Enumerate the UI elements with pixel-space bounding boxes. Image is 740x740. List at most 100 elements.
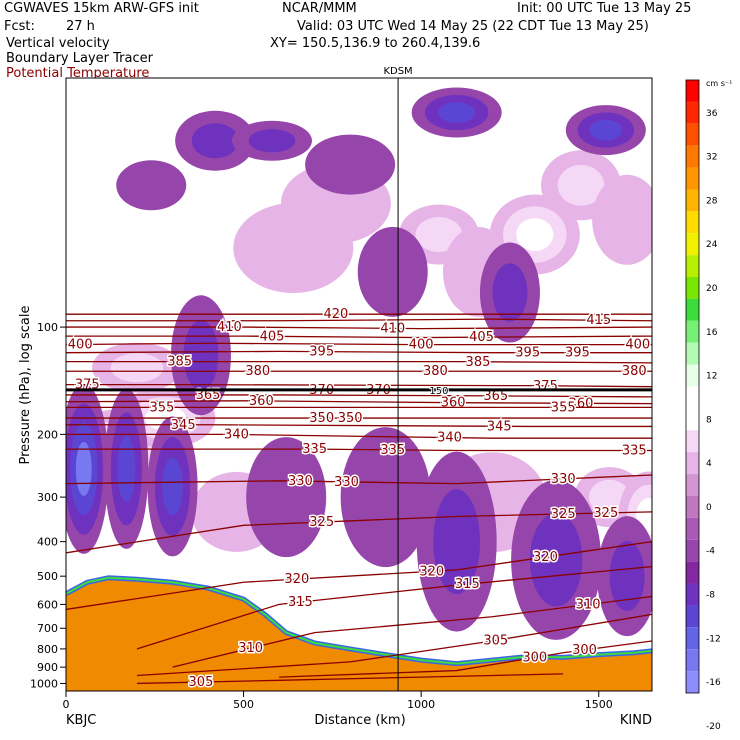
colorbar-tick-label: 4 bbox=[706, 459, 712, 469]
colorbar-tick-label: 16 bbox=[706, 328, 718, 338]
w-blob-16 bbox=[162, 457, 183, 516]
theta-contour-410 bbox=[66, 326, 652, 330]
colorbar-tick-label: -8 bbox=[706, 590, 715, 600]
colorbar-segment bbox=[686, 452, 699, 475]
colorbar-tick-label: 24 bbox=[706, 240, 718, 250]
colorbar-tick-label: -20 bbox=[706, 722, 721, 732]
theta-label-305: 305 bbox=[189, 675, 214, 690]
w-blob-2 bbox=[110, 353, 164, 383]
colorbar: 36 32 28 24 20 16 12 8 4 0 -4 -8 -12 -16 -20 cm s⁻¹ bbox=[685, 79, 732, 732]
header-valid: Valid: 03 UTC Wed 14 May 25 (22 CDT Tue … bbox=[297, 19, 649, 34]
colorbar-tick-label: 36 bbox=[706, 109, 718, 119]
w-blob-19 bbox=[248, 129, 296, 153]
theta-contour-365 bbox=[66, 394, 652, 398]
y-tick-label: 1000 bbox=[30, 677, 58, 690]
theta-label-375: 375 bbox=[533, 379, 558, 394]
colorbar-segment bbox=[686, 495, 699, 518]
colorbar-segment bbox=[686, 539, 699, 562]
theta-label-350: 350 bbox=[309, 411, 334, 426]
x-tick-label: 1000 bbox=[407, 698, 435, 711]
theta-label-385: 385 bbox=[466, 355, 491, 370]
colorbar-segment bbox=[686, 430, 699, 453]
station-marker-label: KDSM bbox=[383, 66, 412, 77]
theta-label-315: 315 bbox=[455, 577, 480, 592]
header-field2: Boundary Layer Tracer bbox=[6, 51, 153, 66]
theta-label-385: 385 bbox=[167, 355, 192, 370]
w-blob-30 bbox=[609, 541, 645, 612]
theta-label-350: 350 bbox=[338, 411, 363, 426]
w-blob-9 bbox=[592, 174, 652, 265]
colorbar-segment bbox=[686, 211, 699, 234]
colorbar-segment bbox=[686, 583, 699, 606]
y-tick-label: 400 bbox=[37, 536, 58, 549]
theta-contour-360 bbox=[66, 400, 652, 405]
right-station-label: KIND bbox=[620, 713, 652, 728]
colorbar-tick-label: -4 bbox=[706, 547, 715, 557]
y-tick-label: 500 bbox=[37, 570, 58, 583]
theta-label-320: 320 bbox=[284, 572, 309, 587]
colorbar-segment bbox=[686, 517, 699, 540]
theta-label-395: 395 bbox=[565, 346, 590, 361]
colorbar-tick-label: 20 bbox=[706, 284, 718, 294]
colorbar-frame bbox=[685, 79, 700, 694]
theta-label-305: 305 bbox=[483, 633, 508, 648]
colorbar-unit: cm s⁻¹ bbox=[706, 79, 732, 88]
boundary-layer-edge bbox=[66, 576, 652, 665]
theta-label-405: 405 bbox=[260, 329, 285, 344]
w-blob-26 bbox=[529, 513, 583, 607]
w-blob-8 bbox=[557, 164, 605, 206]
theta-label-345: 345 bbox=[171, 418, 196, 433]
theta-label-330: 330 bbox=[288, 474, 313, 489]
y-tick-label: 200 bbox=[37, 428, 58, 441]
theta-label-405: 405 bbox=[469, 330, 494, 345]
theta-label-320: 320 bbox=[533, 550, 558, 565]
w-blob-25 bbox=[492, 263, 528, 322]
theta-label-355: 355 bbox=[551, 400, 576, 415]
y-tick-label: 900 bbox=[37, 661, 58, 674]
potential-temperature-contours: 420 415 410 410 405 405 400 400 400 395 395 395 385 3… bbox=[66, 306, 652, 691]
colorbar-segment bbox=[686, 386, 699, 409]
theta-label-395: 395 bbox=[515, 346, 540, 361]
theta-contour-395 bbox=[66, 350, 652, 354]
colorbar-segment bbox=[686, 233, 699, 256]
theta-label-335: 335 bbox=[622, 444, 647, 459]
header-org: NCAR/MMM bbox=[282, 1, 357, 16]
theta-label-325: 325 bbox=[593, 506, 618, 521]
theta-contour-335 bbox=[66, 448, 652, 452]
theta-label-310: 310 bbox=[238, 641, 263, 656]
theta-label-380: 380 bbox=[245, 364, 270, 379]
theta-label-415: 415 bbox=[586, 313, 611, 328]
w-blob-17 bbox=[183, 320, 219, 391]
tropopause-label: 150 bbox=[429, 386, 448, 397]
vertical-velocity-shading bbox=[66, 87, 652, 640]
theta-label-355: 355 bbox=[149, 400, 174, 415]
colorbar-segment bbox=[686, 167, 699, 190]
theta-contour-325 bbox=[66, 511, 652, 554]
colorbar-tick-label: 28 bbox=[706, 196, 718, 206]
theta-label-395: 395 bbox=[309, 345, 334, 360]
theta-label-340: 340 bbox=[224, 428, 249, 443]
theta-label-360: 360 bbox=[441, 396, 466, 411]
w-blob-7 bbox=[516, 218, 554, 252]
colorbar-tick-label: 8 bbox=[706, 415, 712, 425]
theta-label-345: 345 bbox=[487, 419, 512, 434]
theta-contour-345 bbox=[66, 424, 652, 428]
colorbar-tick-label: 32 bbox=[706, 153, 717, 163]
theta-contour-320 bbox=[66, 540, 652, 611]
theta-label-335: 335 bbox=[302, 442, 327, 457]
header-init: Init: 00 UTC Tue 13 May 25 bbox=[517, 1, 692, 16]
colorbar-segment bbox=[686, 408, 699, 431]
colorbar-segment bbox=[686, 561, 699, 584]
w-blob-5 bbox=[415, 217, 463, 253]
theta-label-325: 325 bbox=[551, 507, 576, 522]
theta-label-340: 340 bbox=[437, 431, 462, 446]
theta-label-325: 325 bbox=[309, 515, 334, 530]
theta-label-300: 300 bbox=[572, 643, 597, 658]
header-model: CGWAVES 15km ARW-GFS init bbox=[4, 1, 199, 16]
colorbar-segment bbox=[686, 101, 699, 124]
w-blob-24 bbox=[357, 226, 428, 317]
y-tick-label: 600 bbox=[37, 598, 58, 611]
theta-label-380: 380 bbox=[622, 364, 647, 379]
colorbar-segment bbox=[686, 298, 699, 321]
